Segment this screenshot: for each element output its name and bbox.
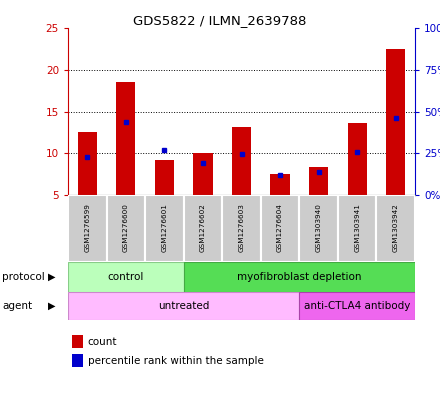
- Text: agent: agent: [2, 301, 32, 311]
- Bar: [145, 195, 183, 262]
- Text: ▶: ▶: [48, 301, 56, 311]
- Bar: [155, 160, 174, 195]
- Text: GSM1276604: GSM1276604: [277, 203, 283, 252]
- Text: ▶: ▶: [48, 272, 56, 282]
- Bar: [338, 195, 377, 262]
- Text: control: control: [108, 272, 144, 282]
- Text: GSM1303942: GSM1303942: [393, 203, 399, 252]
- Text: count: count: [88, 337, 117, 347]
- Text: GSM1276599: GSM1276599: [84, 203, 90, 252]
- Bar: [348, 123, 367, 195]
- Text: percentile rank within the sample: percentile rank within the sample: [88, 356, 264, 366]
- Bar: [183, 262, 415, 292]
- Text: GSM1276601: GSM1276601: [161, 203, 167, 252]
- Bar: [183, 195, 222, 262]
- Bar: [232, 127, 251, 195]
- Bar: [68, 195, 106, 262]
- Bar: [193, 153, 213, 195]
- Bar: [77, 132, 97, 195]
- Text: GSM1303941: GSM1303941: [354, 203, 360, 252]
- Bar: [116, 82, 136, 195]
- Bar: [299, 292, 415, 320]
- Text: protocol: protocol: [2, 272, 45, 282]
- Bar: [222, 195, 261, 262]
- Text: GSM1303940: GSM1303940: [315, 203, 322, 252]
- Bar: [377, 195, 415, 262]
- Bar: [386, 49, 405, 195]
- Text: GSM1276603: GSM1276603: [238, 203, 245, 252]
- Text: untreated: untreated: [158, 301, 209, 311]
- Bar: [68, 262, 183, 292]
- Text: GDS5822 / ILMN_2639788: GDS5822 / ILMN_2639788: [133, 14, 307, 27]
- Bar: [309, 167, 328, 195]
- Text: anti-CTLA4 antibody: anti-CTLA4 antibody: [304, 301, 411, 311]
- Text: GSM1276600: GSM1276600: [123, 203, 129, 252]
- Bar: [261, 195, 299, 262]
- Bar: [299, 195, 338, 262]
- Bar: [68, 292, 299, 320]
- Bar: [106, 195, 145, 262]
- Text: GSM1276602: GSM1276602: [200, 203, 206, 252]
- Bar: [271, 174, 290, 195]
- Text: myofibroblast depletion: myofibroblast depletion: [237, 272, 362, 282]
